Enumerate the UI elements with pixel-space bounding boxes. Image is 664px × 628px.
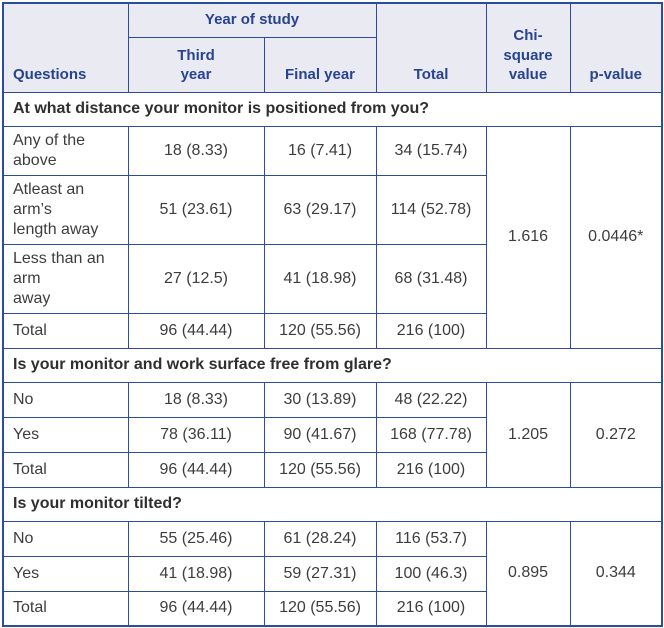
table-row: Yes 41 (18.98) 59 (27.31) 100 (46.3): [2, 555, 662, 592]
cell-total: 100 (46.3): [375, 555, 487, 592]
header-third-year: Third year: [127, 36, 265, 93]
header-p-value: p-value: [569, 2, 663, 93]
cell-final-year: 61 (28.24): [263, 520, 377, 557]
cell-total: 116 (53.7): [375, 520, 487, 557]
cell-third-year: 96 (44.44): [127, 590, 265, 627]
section-question-row: At what distance your monitor is positio…: [2, 91, 663, 127]
cell-final-year: 30 (13.89): [263, 381, 377, 418]
section-question: At what distance your monitor is positio…: [2, 91, 663, 127]
header-row-2: Third year Final year: [3, 36, 662, 93]
row-label: Atleast an arm’s length away: [2, 174, 129, 245]
cell-total: 216 (100): [375, 451, 487, 488]
cell-final-year: 90 (41.67): [263, 416, 377, 453]
cell-total: 216 (100): [375, 312, 487, 349]
header-chi-square-value: Chi- square value: [485, 2, 571, 93]
row-label: Total: [2, 590, 129, 627]
cell-p-value: 0.344: [569, 520, 663, 627]
cell-third-year: 96 (44.44): [127, 312, 265, 349]
row-label: Less than an arm away: [2, 243, 129, 314]
cell-third-year: 18 (8.33): [127, 125, 265, 176]
section-question: Is your monitor tilted?: [2, 486, 663, 522]
row-label: No: [2, 520, 129, 557]
header-row-1: Questions Year of study Total Chi- squar…: [2, 2, 663, 93]
table-row: Total 96 (44.44) 120 (55.56) 216 (100): [2, 451, 662, 488]
table-row: Less than an arm away 27 (12.5) 41 (18.9…: [2, 243, 662, 314]
cell-third-year: 51 (23.61): [127, 174, 265, 245]
cell-final-year: 63 (29.17): [263, 174, 377, 245]
cell-chi-square: 1.205: [485, 381, 571, 488]
cell-final-year: 120 (55.56): [263, 451, 377, 488]
header-final-year: Final year: [263, 36, 377, 93]
cell-chi-square: 0.895: [485, 520, 571, 627]
cell-total: 114 (52.78): [375, 174, 487, 245]
section-question-row: Is your monitor tilted?: [2, 486, 663, 522]
row-label: Total: [2, 451, 129, 488]
cell-third-year: 78 (36.11): [127, 416, 265, 453]
cell-final-year: 41 (18.98): [263, 243, 377, 314]
header-questions: Questions: [2, 2, 129, 93]
table-row: Yes 78 (36.11) 90 (41.67) 168 (77.78): [2, 416, 662, 453]
cell-p-value: 0.272: [569, 381, 663, 488]
cell-p-value: 0.0446*: [569, 125, 663, 349]
row-label: Any of the above: [2, 125, 129, 176]
section-question: Is your monitor and work surface free fr…: [2, 347, 663, 383]
header-year-of-study: Year of study: [127, 2, 377, 38]
table-row: Any of the above 18 (8.33) 16 (7.41) 34 …: [2, 125, 663, 349]
table-row: Atleast an arm’s length away 51 (23.61) …: [2, 174, 662, 245]
table-row: Total 96 (44.44) 120 (55.56) 216 (100): [2, 590, 662, 627]
cell-final-year: 59 (27.31): [263, 555, 377, 592]
cell-total: 216 (100): [375, 590, 487, 627]
cell-final-year: 120 (55.56): [263, 312, 377, 349]
cell-total: 168 (77.78): [375, 416, 487, 453]
table-row: No 18 (8.33) 30 (13.89) 48 (22.22) 1.205…: [2, 381, 663, 488]
table-row: Total 96 (44.44) 120 (55.56) 216 (100): [2, 312, 662, 349]
row-label: Total: [2, 312, 129, 349]
cell-third-year: 41 (18.98): [127, 555, 265, 592]
cell-third-year: 27 (12.5): [127, 243, 265, 314]
table-header: Questions Year of study Total Chi- squar…: [2, 2, 663, 93]
cell-final-year: 16 (7.41): [263, 125, 377, 176]
cell-total: 68 (31.48): [375, 243, 487, 314]
cell-total: 34 (15.74): [375, 125, 487, 176]
row-label: Yes: [2, 555, 129, 592]
cell-third-year: 55 (25.46): [127, 520, 265, 557]
header-total: Total: [375, 2, 487, 93]
cell-final-year: 120 (55.56): [263, 590, 377, 627]
cell-third-year: 18 (8.33): [127, 381, 265, 418]
row-label: No: [2, 381, 129, 418]
section-question-row: Is your monitor and work surface free fr…: [2, 347, 663, 383]
table-row: No 55 (25.46) 61 (28.24) 116 (53.7) 0.89…: [2, 520, 663, 627]
cell-chi-square: 1.616: [485, 125, 571, 349]
cell-third-year: 96 (44.44): [127, 451, 265, 488]
row-label: Yes: [2, 416, 129, 453]
cell-total: 48 (22.22): [375, 381, 487, 418]
